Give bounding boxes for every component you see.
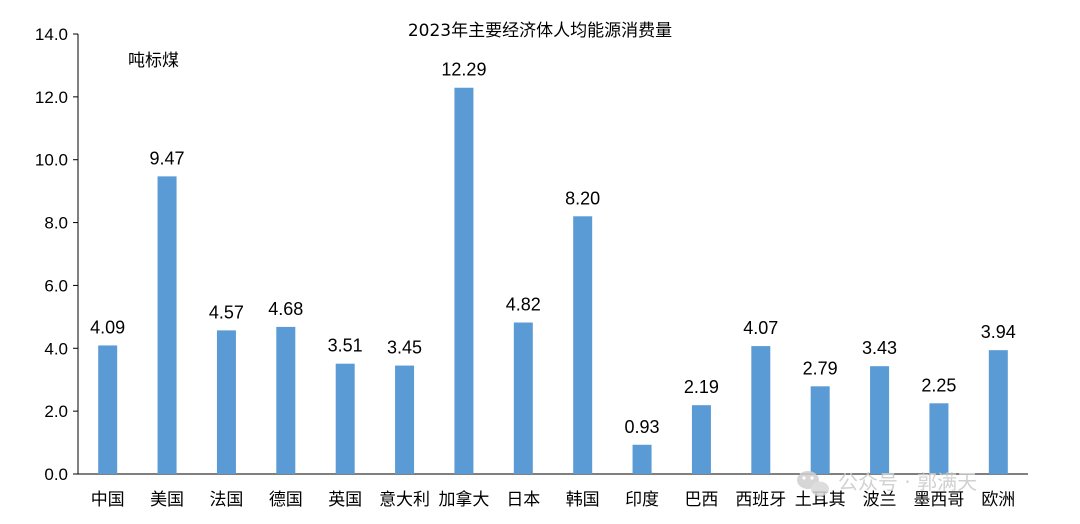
x-axis-labels: 中国 美国 法国 德国 英国 意大利 加拿大 日本 韩国 印度 巴西 西班牙 土耳其 波兰 墨西哥 欧洲 [91,489,1016,510]
x-tick-label: 土耳其 [795,490,846,510]
data-label: 2.19 [684,377,719,397]
bar [751,346,771,474]
data-label: 4.07 [743,318,778,338]
watermark: 公众号 · 郭满天 [797,470,977,497]
bar [157,176,177,474]
x-tick-label: 英国 [328,490,362,510]
bar [632,444,652,474]
data-label: 8.20 [565,188,600,208]
data-label: 4.68 [268,299,303,319]
x-tick-label: 墨西哥 [913,490,964,510]
data-label: 3.43 [862,338,897,358]
data-label: 2.79 [803,358,838,378]
bars-group [98,87,1008,475]
y-tick-label: 0.0 [44,465,68,484]
bar [216,330,236,474]
x-tick-label: 巴西 [684,490,718,510]
x-tick-label: 中国 [91,490,125,510]
data-label: 3.51 [328,336,363,356]
data-label: 3.94 [981,322,1016,342]
bar [98,345,118,474]
watermark-text: 公众号 · 郭满天 [838,470,977,494]
data-label: 4.57 [209,302,244,322]
x-tick-label: 意大利 [379,490,430,510]
x-tick-label: 欧洲 [981,490,1015,510]
bar [335,363,355,474]
y-tick-label: 8.0 [44,214,68,233]
bar [395,365,415,474]
data-label: 0.93 [625,417,660,437]
bar [810,386,830,474]
x-tick-label: 波兰 [863,490,897,510]
x-tick-label: 印度 [625,490,659,510]
bar [454,87,474,474]
data-label: 2.25 [921,375,956,395]
data-labels-group: 4.09 9.47 4.57 4.68 3.51 3.45 12.29 4.82 8.20 0.9… [90,60,1016,437]
bar [870,366,890,474]
x-tick-label: 美国 [150,490,184,510]
y-tick-label: 6.0 [44,276,68,295]
data-label: 12.29 [441,60,486,80]
y-tick-label: 4.0 [44,339,68,358]
y-tick-label: 12.0 [35,88,68,107]
y-tick-label: 2.0 [44,402,68,421]
y-tick-label: 14.0 [35,25,68,44]
data-label: 4.09 [90,317,125,337]
x-tick-label: 德国 [269,490,303,510]
bar [573,216,593,475]
data-label: 3.45 [387,338,422,358]
x-tick-label: 法国 [209,490,243,510]
y-axis-ticks: 0.0 2.0 4.0 6.0 8.0 10.0 12.0 14.0 [35,25,78,484]
chart-title: 2023年主要经济体人均能源消费量 [408,21,672,41]
wechat-icon [797,471,829,497]
unit-label: 吨标煤 [128,51,179,71]
bar [929,403,949,474]
x-tick-label: 日本 [506,490,540,510]
y-tick-label: 10.0 [35,151,68,170]
bar [988,350,1008,474]
bar [691,405,711,474]
x-tick-label: 西班牙 [735,490,786,510]
data-label: 4.82 [506,295,541,315]
bar [276,326,296,474]
bar [513,322,533,474]
data-label: 9.47 [150,148,185,168]
x-tick-label: 加拿大 [438,489,489,510]
x-tick-label: 韩国 [566,490,600,510]
